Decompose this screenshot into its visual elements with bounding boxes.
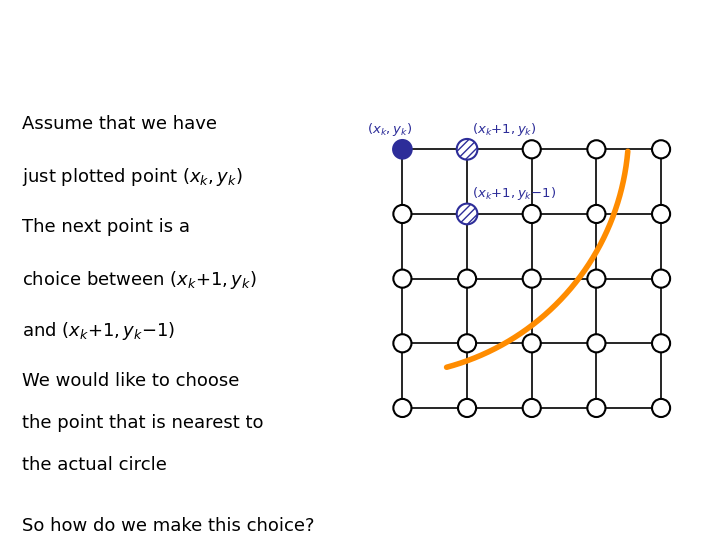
Text: We would like to choose: We would like to choose	[22, 372, 239, 390]
Text: and $(x_k$$+1, y_k$$-1)$: and $(x_k$$+1, y_k$$-1)$	[22, 320, 175, 342]
Circle shape	[458, 334, 476, 353]
Text: choice between $(x_k$$+1, y_k)$: choice between $(x_k$$+1, y_k)$	[22, 269, 256, 291]
Circle shape	[652, 205, 670, 223]
Circle shape	[523, 334, 541, 353]
Circle shape	[588, 269, 606, 288]
Text: 39: 39	[17, 55, 37, 70]
Circle shape	[392, 139, 413, 160]
Text: the point that is nearest to: the point that is nearest to	[22, 414, 263, 432]
Circle shape	[393, 334, 411, 353]
Circle shape	[393, 399, 411, 417]
Circle shape	[458, 399, 476, 417]
Bar	[0, 0, 54, 73]
Text: of: of	[21, 36, 33, 49]
Circle shape	[523, 269, 541, 288]
Circle shape	[588, 399, 606, 417]
Circle shape	[393, 269, 411, 288]
Circle shape	[588, 334, 606, 353]
Circle shape	[652, 334, 670, 353]
Circle shape	[588, 205, 606, 223]
Text: the actual circle: the actual circle	[22, 456, 166, 474]
Text: 24: 24	[17, 13, 37, 28]
Text: $(x_k$$+1, y_k$$-1)$: $(x_k$$+1, y_k$$-1)$	[472, 185, 557, 202]
Circle shape	[458, 269, 476, 288]
Circle shape	[456, 204, 477, 224]
Text: The next point is a: The next point is a	[22, 218, 189, 235]
Text: Mid-Point Circle Algorithm (cont…): Mid-Point Circle Algorithm (cont…)	[114, 26, 660, 54]
Circle shape	[652, 399, 670, 417]
Circle shape	[652, 140, 670, 158]
Circle shape	[523, 140, 541, 158]
Circle shape	[523, 399, 541, 417]
Circle shape	[523, 205, 541, 223]
Circle shape	[393, 205, 411, 223]
Text: $(x_k$$+1, y_k)$: $(x_k$$+1, y_k)$	[472, 120, 537, 138]
Text: So how do we make this choice?: So how do we make this choice?	[22, 517, 314, 535]
Text: Assume that we have: Assume that we have	[22, 115, 217, 133]
Circle shape	[456, 139, 477, 160]
Text: $(x_k, y_k)$: $(x_k, y_k)$	[366, 120, 412, 138]
Circle shape	[652, 269, 670, 288]
Text: just plotted point $(x_k, y_k)$: just plotted point $(x_k, y_k)$	[22, 166, 243, 188]
Circle shape	[588, 140, 606, 158]
